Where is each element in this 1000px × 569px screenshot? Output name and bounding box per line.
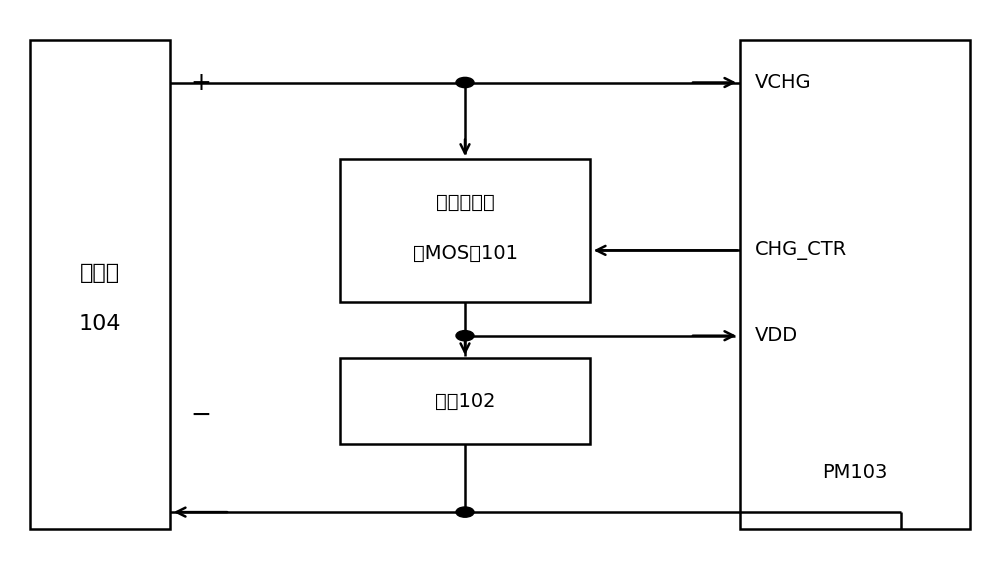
Text: +: + — [190, 71, 211, 94]
Text: PM103: PM103 — [822, 463, 888, 482]
Circle shape — [456, 331, 474, 341]
Bar — [340, 159, 590, 302]
Text: −: − — [190, 403, 211, 427]
Text: VDD: VDD — [755, 326, 798, 345]
Bar — [30, 40, 170, 529]
Text: CHG_CTR: CHG_CTR — [755, 241, 847, 260]
Circle shape — [456, 77, 474, 88]
Text: 充电器: 充电器 — [80, 263, 120, 283]
Text: VCHG: VCHG — [755, 73, 812, 92]
Text: 104: 104 — [79, 314, 121, 335]
Text: 充电三极管: 充电三极管 — [436, 192, 494, 212]
Bar — [340, 358, 590, 444]
Text: 电池102: 电池102 — [435, 391, 495, 411]
Bar — [740, 40, 970, 529]
Circle shape — [456, 507, 474, 517]
Text: 或MOS管101: 或MOS管101 — [413, 244, 518, 263]
